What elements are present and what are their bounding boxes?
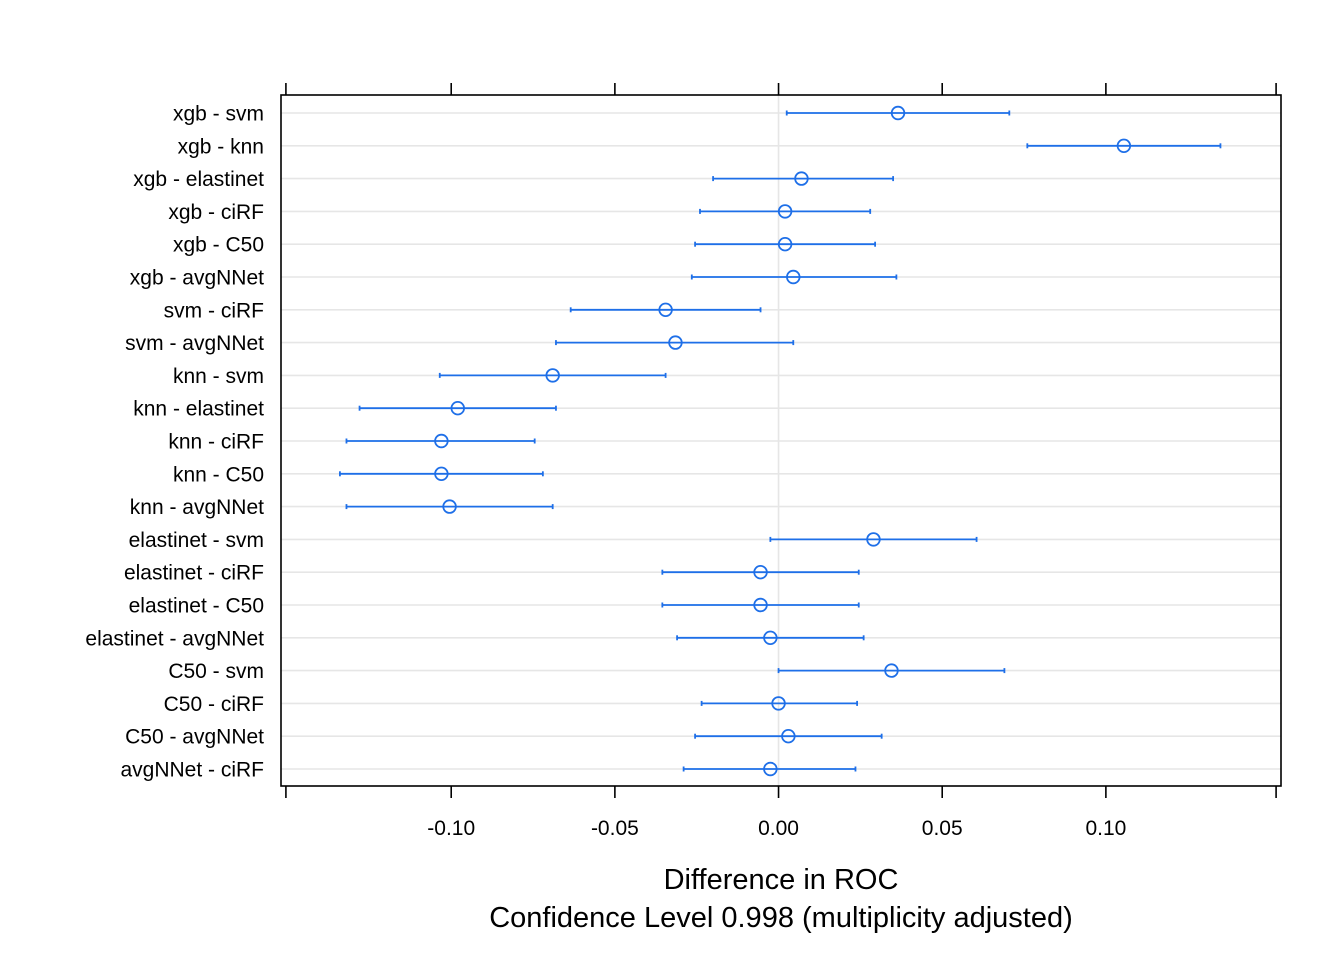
y-tick-label: avgNNet - ciRF <box>120 759 264 782</box>
y-tick-label: xgb - elastinet <box>133 168 264 191</box>
y-tick-label: knn - avgNNet <box>130 496 264 519</box>
estimate-point <box>753 565 768 580</box>
plot-frame <box>280 94 1282 787</box>
y-tick-label: xgb - avgNNet <box>130 267 264 290</box>
y-tick-label: xgb - knn <box>178 135 264 158</box>
y-tick-label: knn - ciRF <box>168 431 264 454</box>
y-tick-label: svm - ciRF <box>164 299 264 322</box>
estimate-point <box>442 499 457 514</box>
y-tick-label: C50 - svm <box>168 660 264 683</box>
estimate-point <box>1116 138 1132 154</box>
estimate-point <box>753 597 768 613</box>
x-tick-label: -0.10 <box>427 817 475 840</box>
estimate-point <box>890 105 906 121</box>
y-tick-label: elastinet - C50 <box>129 595 264 618</box>
y-tick-label: xgb - ciRF <box>168 201 264 224</box>
estimate-point <box>866 532 881 547</box>
y-tick-label: knn - svm <box>173 365 264 388</box>
estimate-point <box>668 335 683 350</box>
estimate-point <box>777 236 793 252</box>
interval-marks <box>339 105 1222 777</box>
y-tick-label: C50 - avgNNet <box>125 726 264 749</box>
y-tick-label: C50 - ciRF <box>164 693 264 716</box>
y-tick-label: xgb - svm <box>173 103 264 126</box>
x-tick-label: 0.10 <box>1085 817 1126 840</box>
estimate-point <box>771 696 786 711</box>
y-tick-label: knn - C50 <box>173 463 264 486</box>
chart-subtitle: Confidence Level 0.998 (multiplicity adj… <box>489 902 1073 934</box>
y-tick-label: svm - avgNNet <box>125 332 264 355</box>
y-tick-label: xgb - C50 <box>173 234 264 257</box>
y-axis-labels: xgb - svm xgb - knn xgb - elastinet xgb - c… <box>85 103 264 782</box>
estimate-point <box>786 269 801 285</box>
estimate-point <box>777 204 793 219</box>
x-tick-label: 0.05 <box>922 817 963 840</box>
y-tick-label: elastinet - ciRF <box>124 562 264 585</box>
estimate-point <box>781 729 796 744</box>
x-axis-labels: -0.10 -0.05 0.00 0.05 0.10 <box>427 817 1126 840</box>
estimate-point <box>658 302 673 318</box>
estimate-point <box>794 171 809 186</box>
y-tick-label: knn - elastinet <box>133 398 264 421</box>
estimate-point <box>763 630 778 646</box>
x-axis-title: Difference in ROC <box>664 864 899 896</box>
x-tick-label: -0.05 <box>591 817 639 840</box>
y-tick-label: elastinet - avgNNet <box>85 627 264 650</box>
estimate-point <box>434 433 449 449</box>
y-tick-label: elastinet - svm <box>129 529 264 552</box>
estimate-point <box>884 663 899 678</box>
estimate-point <box>434 466 449 482</box>
axis-ticks <box>285 83 1277 798</box>
estimate-point <box>545 368 560 383</box>
estimate-point <box>450 401 465 416</box>
x-tick-label: 0.00 <box>758 817 799 840</box>
estimate-point <box>763 761 778 777</box>
